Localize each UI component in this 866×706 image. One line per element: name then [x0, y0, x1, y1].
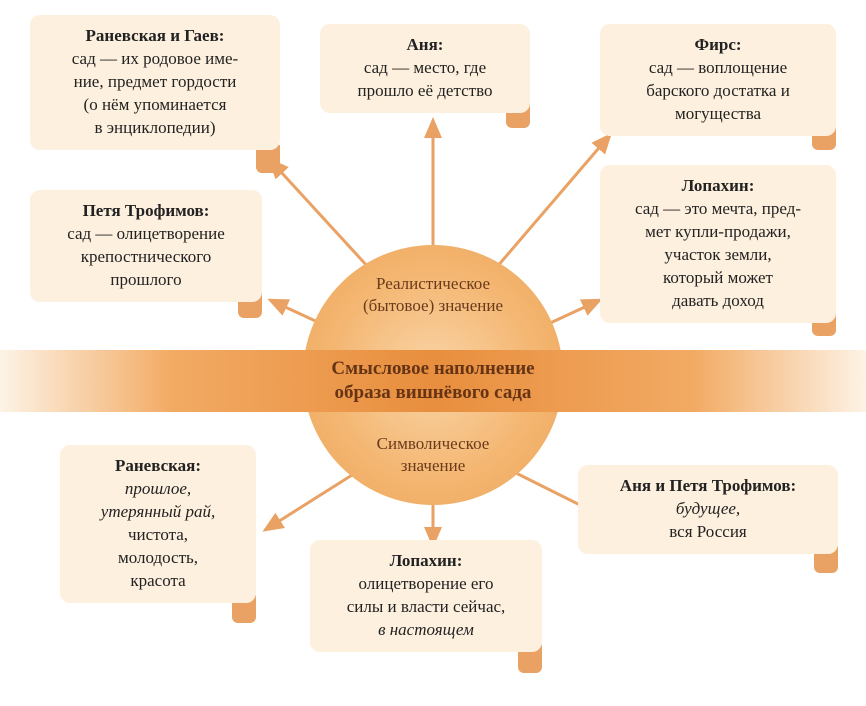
symbolic-label-2: значение — [401, 456, 466, 475]
title-line-1: Смысловое наполнение — [331, 358, 534, 379]
box-title: Фирс: — [694, 35, 741, 54]
box-body-italic: прошлое, утерянный рай, — [101, 479, 215, 521]
box-body: сад — место, где прошло её детство — [358, 58, 493, 100]
realistic-label-1: Реалистическое — [376, 274, 490, 293]
box-body: сад — воплощение барского достатка и мог… — [646, 58, 790, 123]
box-anya-petya: Аня и Петя Трофимов: будущее, вся Россия — [578, 465, 838, 554]
box-body-italic: в настоящем — [378, 620, 474, 639]
box-anya: Аня: сад — место, где прошло её детство — [320, 24, 530, 113]
box-title: Аня: — [407, 35, 444, 54]
box-title: Раневская и Гаев: — [86, 26, 225, 45]
symbolic-label-1: Символическое — [377, 434, 490, 453]
box-body-plain: вся Россия — [669, 522, 747, 541]
box-body: сад — это мечта, пред- мет купли-продажи… — [635, 199, 801, 310]
box-firs: Фирс: сад — воплощение барского достатка… — [600, 24, 836, 136]
box-title: Лопахин: — [390, 551, 463, 570]
box-ranevskaya-gaev: Раневская и Гаев: сад — их родовое име- … — [30, 15, 280, 150]
box-title: Лопахин: — [682, 176, 755, 195]
circle-bottom-label: Символическое значение — [377, 433, 490, 477]
box-body: сад — их родовое име- ние, предмет гордо… — [72, 49, 238, 137]
box-title: Петя Трофимов: — [83, 201, 210, 220]
title-line-2: образа вишнёвого сада — [335, 382, 532, 403]
box-petya: Петя Трофимов: сад — олицетворение крепо… — [30, 190, 262, 302]
box-ranevskaya-symbolic: Раневская: прошлое, утерянный рай, чисто… — [60, 445, 256, 603]
box-body-italic: будущее, — [676, 499, 740, 518]
box-title: Аня и Петя Трофимов: — [620, 476, 796, 495]
box-title: Раневская: — [115, 456, 201, 475]
diagram-container: Реалистическое (бытовое) значение Символ… — [0, 0, 866, 706]
box-lopakhin-realistic: Лопахин: сад — это мечта, пред- мет купл… — [600, 165, 836, 323]
main-title: Смысловое наполнение образа вишнёвого са… — [331, 357, 534, 405]
title-band: Смысловое наполнение образа вишнёвого са… — [0, 350, 866, 412]
box-body-before: олицетворение его силы и власти сейчас, — [347, 574, 506, 616]
box-body-plain: чистота, молодость, красота — [118, 525, 198, 590]
realistic-label-2: (бытовое) значение — [363, 296, 503, 315]
box-body: сад — олицетворение крепостнического про… — [67, 224, 225, 289]
circle-top-label: Реалистическое (бытовое) значение — [363, 273, 503, 317]
box-lopakhin-symbolic: Лопахин: олицетворение его силы и власти… — [310, 540, 542, 652]
